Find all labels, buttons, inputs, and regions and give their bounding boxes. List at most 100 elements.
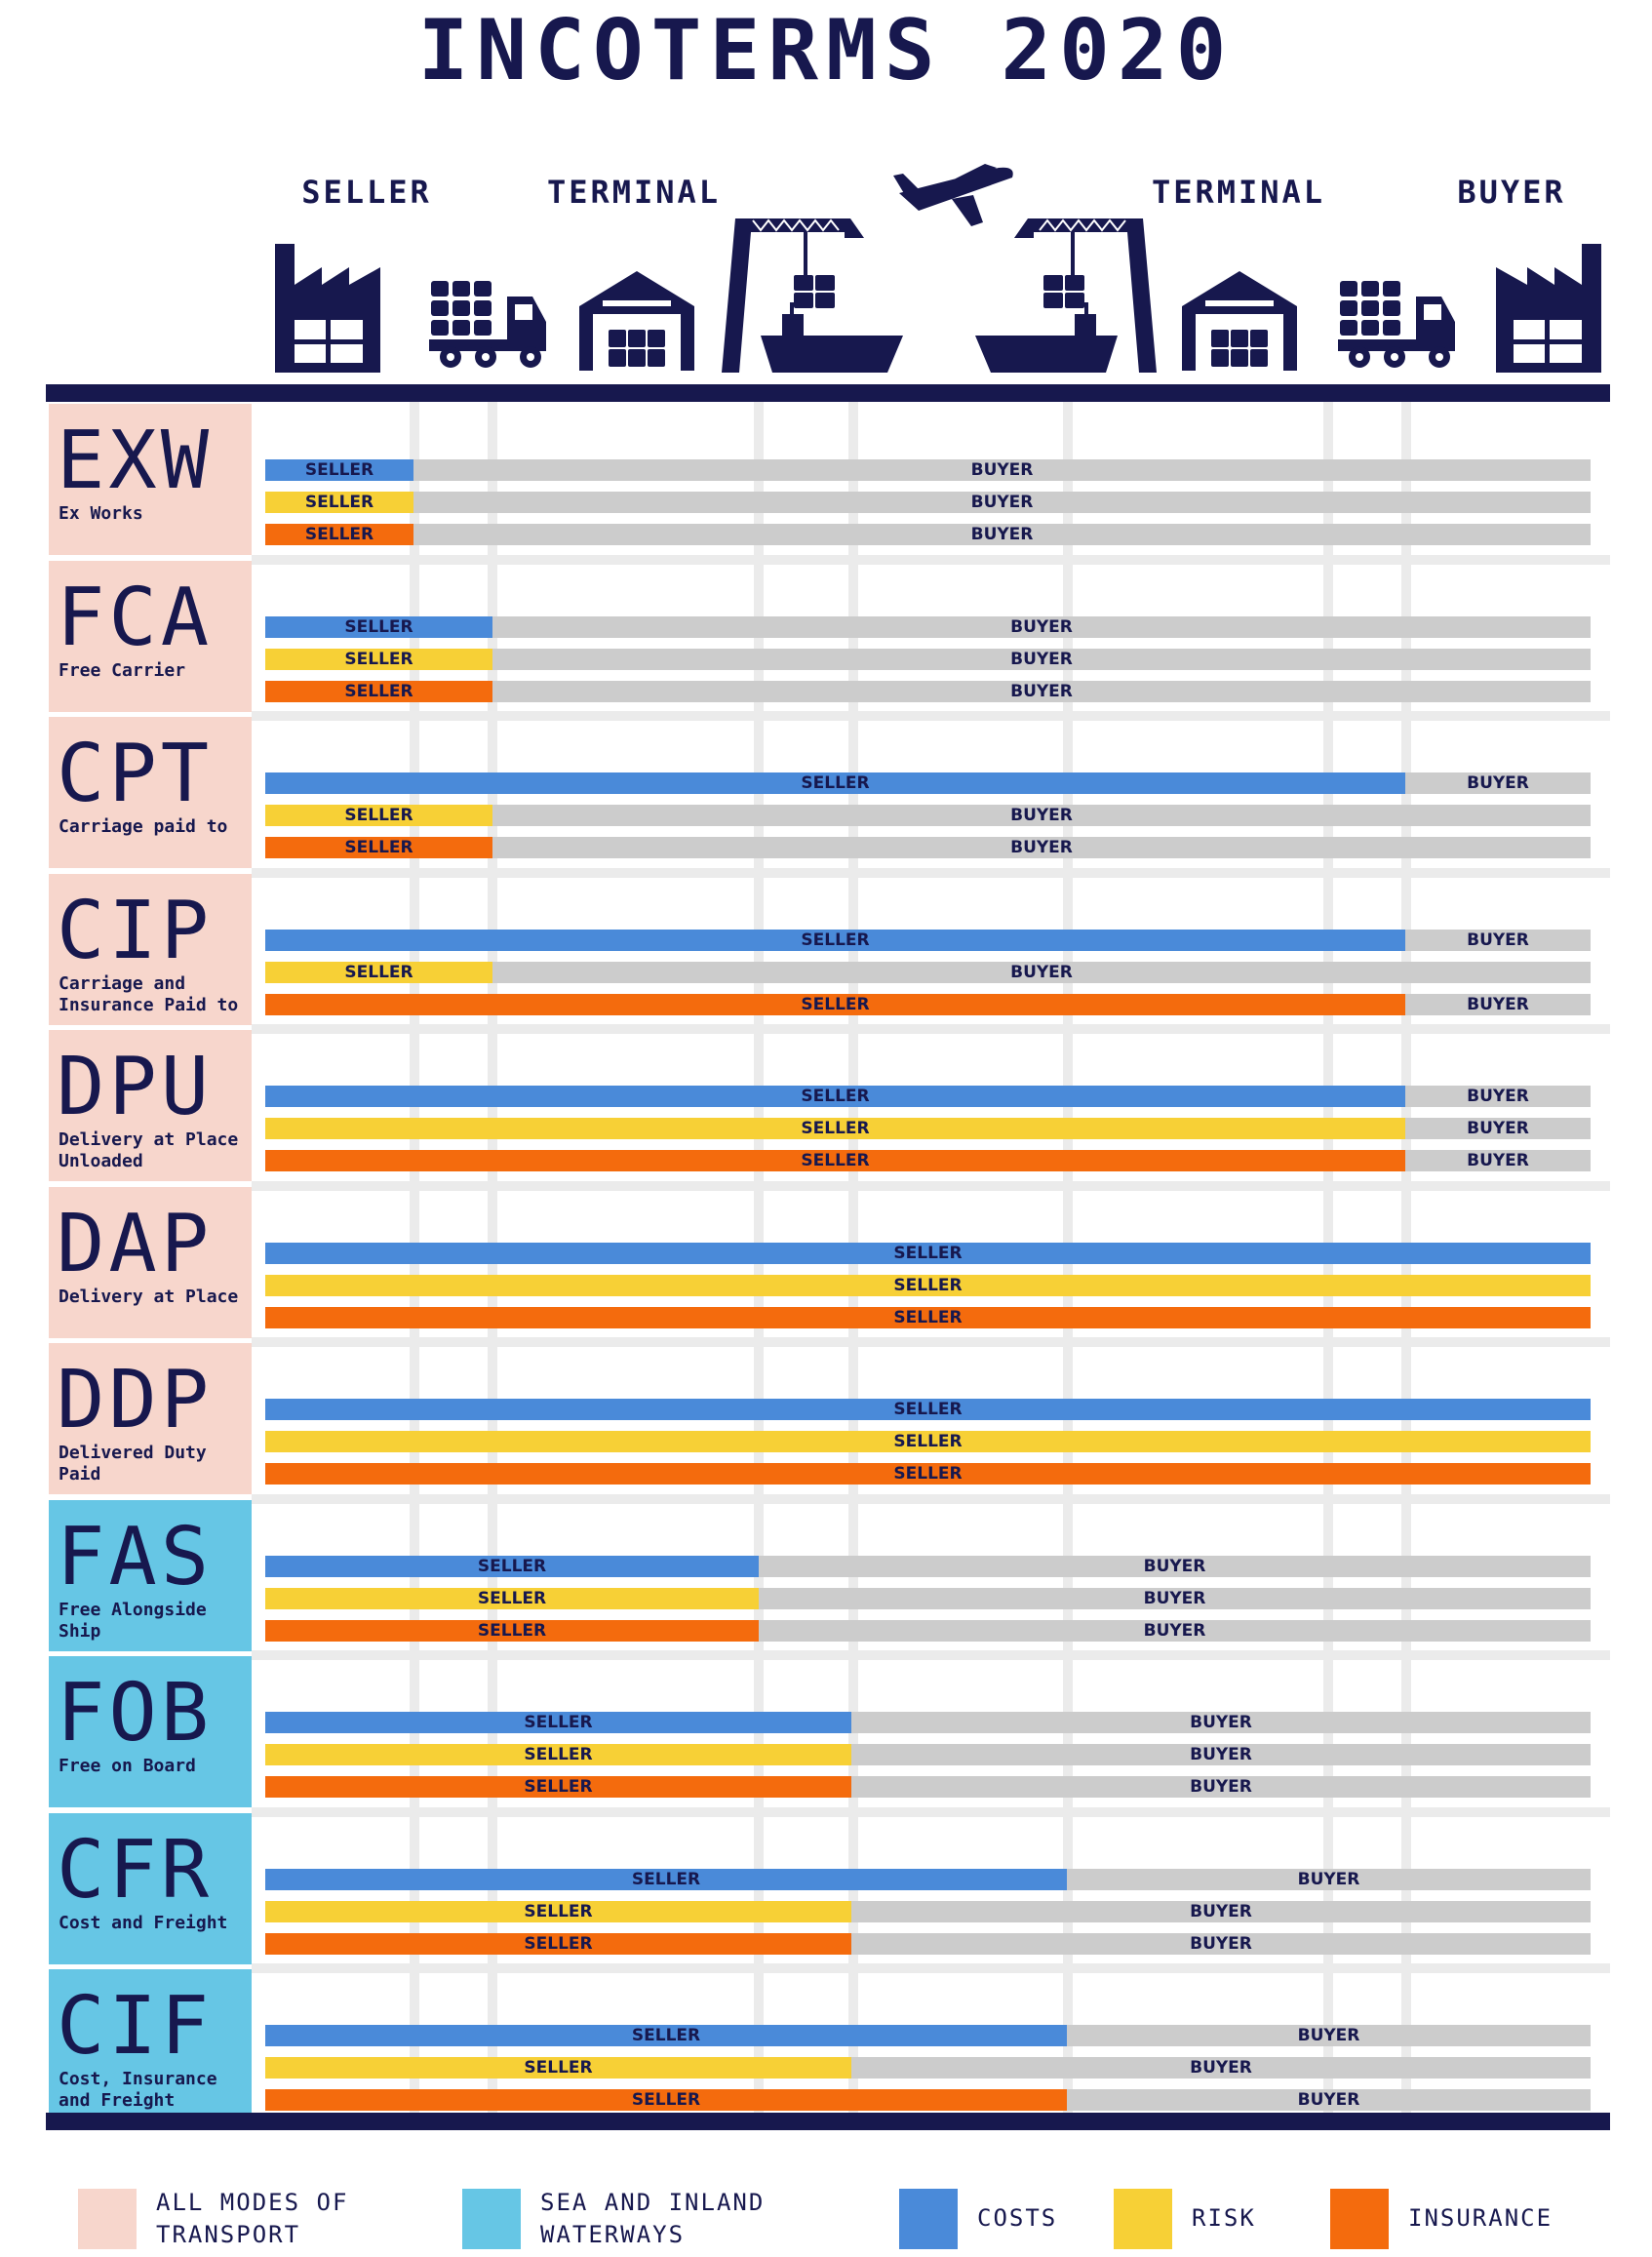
header-terminal-left: TERMINAL (546, 174, 722, 211)
costs-bar-seller: SELLER (265, 930, 1405, 951)
term-description: Delivered Duty Paid (59, 1443, 207, 1485)
risk-bar-seller: SELLER (265, 1588, 759, 1609)
row-separator (252, 1024, 1610, 1034)
insurance-bar-buyer: BUYER (1067, 2089, 1591, 2111)
warehouse-icon (579, 271, 694, 371)
risk-bar-seller: SELLER (265, 1744, 851, 1765)
term-label-cip: CIP Carriage and Insurance Paid to (49, 874, 252, 1025)
risk-bar-seller: SELLER (265, 1901, 851, 1922)
term-description: Ex Works (59, 503, 143, 524)
term-code: CIP (57, 885, 214, 977)
term-label-fob: FOB Free on Board (49, 1656, 252, 1807)
term-label-fca: FCA Free Carrier (49, 561, 252, 712)
truck-icon (429, 281, 546, 368)
page-title: INCOTERMS 2020 (417, 2, 1235, 99)
risk-bar-seller: SELLER (265, 1431, 1591, 1452)
row-separator (252, 1337, 1610, 1347)
costs-bar-buyer: BUYER (851, 1712, 1591, 1733)
risk-bar-seller: SELLER (265, 2057, 851, 2079)
costs-bar-buyer: BUYER (492, 616, 1591, 638)
insurance-bar-buyer: BUYER (1405, 994, 1591, 1015)
legend-swatch (78, 2189, 137, 2249)
risk-bar-buyer: BUYER (851, 1901, 1591, 1922)
risk-bar-buyer: BUYER (413, 492, 1591, 513)
row-separator (252, 868, 1610, 878)
insurance-bar-seller: SELLER (265, 524, 413, 545)
costs-bar-seller: SELLER (265, 2025, 1067, 2046)
term-code: FAS (57, 1511, 214, 1604)
risk-bar-buyer: BUYER (492, 805, 1591, 826)
costs-bar-buyer: BUYER (1405, 1086, 1591, 1107)
costs-bar-seller: SELLER (265, 1869, 1067, 1890)
term-description: Delivery at Place (59, 1287, 239, 1307)
costs-bar-seller: SELLER (265, 772, 1405, 794)
factory-icon (1496, 244, 1601, 373)
legend-swatch (899, 2189, 958, 2249)
header-terminal-right: TERMINAL (1151, 174, 1326, 211)
port-crane-icon (722, 218, 903, 373)
insurance-bar-seller: SELLER (265, 1933, 851, 1955)
term-label-fas: FAS Free Alongside Ship (49, 1500, 252, 1651)
costs-bar-buyer: BUYER (1405, 930, 1591, 951)
term-description: Delivery at Place Unloaded (59, 1129, 239, 1171)
insurance-bar-buyer: BUYER (1405, 1150, 1591, 1171)
insurance-bar-seller: SELLER (265, 681, 492, 702)
insurance-bar-seller: SELLER (265, 1307, 1591, 1328)
insurance-bar-seller: SELLER (265, 994, 1405, 1015)
term-code: FCA (57, 572, 214, 664)
row-separator (252, 1963, 1610, 1973)
insurance-bar-buyer: BUYER (492, 837, 1591, 858)
costs-bar-seller: SELLER (265, 1556, 759, 1577)
risk-bar-buyer: BUYER (759, 1588, 1591, 1609)
insurance-bar-seller: SELLER (265, 1620, 759, 1642)
risk-bar-seller: SELLER (265, 1118, 1405, 1139)
term-label-dpu: DPU Delivery at Place Unloaded (49, 1030, 252, 1181)
term-description: Free Carrier (59, 660, 186, 681)
insurance-bar-seller: SELLER (265, 2089, 1067, 2111)
risk-bar-seller: SELLER (265, 805, 492, 826)
term-description: Cost and Freight (59, 1913, 228, 1933)
risk-bar-buyer: BUYER (492, 962, 1591, 983)
legend-label: SEA AND INLAND WATERWAYS (540, 2189, 766, 2248)
row-separator (252, 711, 1610, 721)
row-separator (252, 1650, 1610, 1660)
risk-bar-buyer: BUYER (851, 1744, 1591, 1765)
risk-bar-seller: SELLER (265, 1275, 1591, 1296)
risk-bar-seller: SELLER (265, 649, 492, 670)
term-description: Free on Board (59, 1756, 196, 1776)
risk-bar-buyer: BUYER (492, 649, 1591, 670)
costs-bar-buyer: BUYER (1067, 2025, 1591, 2046)
row-separator (252, 1494, 1610, 1504)
costs-bar-seller: SELLER (265, 1399, 1591, 1420)
insurance-bar-seller: SELLER (265, 837, 492, 858)
term-code: FOB (57, 1667, 214, 1760)
term-description: Carriage and Insurance Paid to (59, 973, 239, 1015)
term-code: CFR (57, 1824, 214, 1917)
term-code: CIF (57, 1980, 214, 2073)
risk-bar-seller: SELLER (265, 492, 413, 513)
term-label-ddp: DDP Delivered Duty Paid (49, 1343, 252, 1494)
term-label-cpt: CPT Carriage paid to (49, 717, 252, 868)
costs-bar-seller: SELLER (265, 1712, 851, 1733)
insurance-bar-buyer: BUYER (492, 681, 1591, 702)
costs-bar-seller: SELLER (265, 459, 413, 481)
insurance-bar-seller: SELLER (265, 1776, 851, 1798)
table-bottom-bar (46, 2113, 1610, 2130)
legend-swatch (1114, 2189, 1172, 2249)
costs-bar-seller: SELLER (265, 1086, 1405, 1107)
insurance-bar-buyer: BUYER (851, 1776, 1591, 1798)
term-label-exw: EXW Ex Works (49, 404, 252, 555)
costs-bar-buyer: BUYER (1405, 772, 1591, 794)
insurance-bar-buyer: BUYER (759, 1620, 1591, 1642)
insurance-bar-buyer: BUYER (851, 1933, 1591, 1955)
term-label-cif: CIF Cost, Insurance and Freight (49, 1969, 252, 2120)
legend-label: COSTS (977, 2204, 1058, 2232)
costs-bar-buyer: BUYER (759, 1556, 1591, 1577)
header-seller: SELLER (301, 174, 432, 211)
term-code: DAP (57, 1198, 214, 1290)
legend-swatch (462, 2189, 521, 2249)
airplane-icon (893, 164, 1013, 226)
factory-icon (275, 244, 380, 373)
term-label-cfr: CFR Cost and Freight (49, 1813, 252, 1964)
warehouse-icon (1182, 271, 1297, 371)
